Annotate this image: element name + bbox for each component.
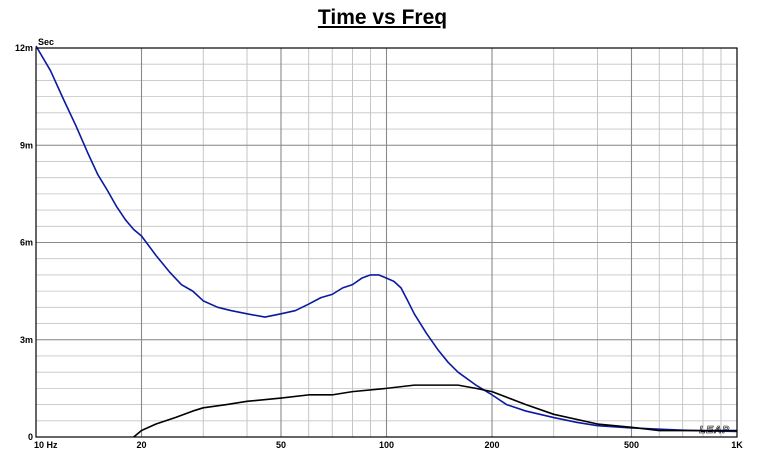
y-tick-label: 3m [20, 335, 33, 345]
y-tick-label: 6m [20, 238, 33, 248]
watermark: LEAP [699, 425, 730, 436]
x-tick-label: 100 [379, 440, 394, 450]
series-layer [35, 45, 738, 438]
x-tick-label: 10 Hz [34, 440, 58, 450]
tick-layer: 0 3m 6m 9m 12m 10 Hz 20 50 100 200 500 1K [15, 43, 743, 450]
y-tick-label: 12m [15, 43, 33, 53]
series-line-2 [133, 384, 737, 438]
x-tick-label: 1K [731, 440, 743, 450]
x-tick-label: 50 [276, 440, 286, 450]
x-tick-label: 500 [624, 440, 639, 450]
y-tick-label: 9m [20, 140, 33, 150]
series-line-1 [35, 45, 738, 433]
grid-layer [36, 48, 737, 437]
x-tick-label: 200 [484, 440, 499, 450]
plot-frame [35, 47, 738, 438]
y-tick-label: 0 [28, 432, 33, 442]
x-tick-label: 20 [137, 440, 147, 450]
y-axis-label: Sec [38, 37, 54, 47]
chart-title: Time vs Freq [317, 6, 448, 29]
